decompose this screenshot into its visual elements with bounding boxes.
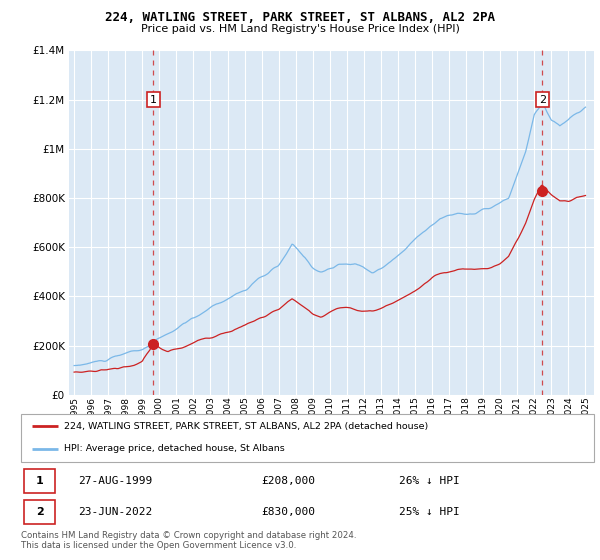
Text: Contains HM Land Registry data © Crown copyright and database right 2024.
This d: Contains HM Land Registry data © Crown c… — [21, 531, 356, 550]
Text: 2: 2 — [539, 95, 546, 105]
Text: 224, WATLING STREET, PARK STREET, ST ALBANS, AL2 2PA (detached house): 224, WATLING STREET, PARK STREET, ST ALB… — [64, 422, 428, 431]
Text: £830,000: £830,000 — [262, 507, 316, 517]
Text: 224, WATLING STREET, PARK STREET, ST ALBANS, AL2 2PA: 224, WATLING STREET, PARK STREET, ST ALB… — [105, 11, 495, 24]
Text: HPI: Average price, detached house, St Albans: HPI: Average price, detached house, St A… — [64, 444, 285, 453]
Text: 2: 2 — [36, 507, 43, 517]
Bar — [24, 469, 55, 493]
Text: 1: 1 — [36, 476, 43, 486]
Text: Price paid vs. HM Land Registry's House Price Index (HPI): Price paid vs. HM Land Registry's House … — [140, 24, 460, 34]
Text: 25% ↓ HPI: 25% ↓ HPI — [399, 507, 460, 517]
Text: 27-AUG-1999: 27-AUG-1999 — [79, 476, 152, 486]
Bar — [24, 500, 55, 524]
Text: 23-JUN-2022: 23-JUN-2022 — [79, 507, 152, 517]
Text: 26% ↓ HPI: 26% ↓ HPI — [399, 476, 460, 486]
Text: £208,000: £208,000 — [262, 476, 316, 486]
Text: 1: 1 — [150, 95, 157, 105]
